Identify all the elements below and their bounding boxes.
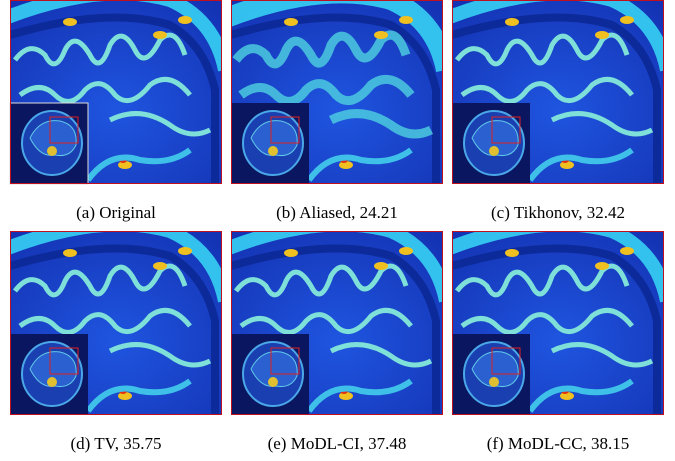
panel [442,224,667,415]
hotspot [153,262,167,270]
panel [221,0,446,184]
hotspot [505,249,519,257]
panel-caption: (a) Original [76,203,156,222]
panel-caption: (c) Tikhonov, 32.42 [491,203,625,222]
inset-ventricle [47,377,57,387]
hotspot [620,247,634,255]
panel-caption: (b) Aliased, 24.21 [276,203,398,222]
panel-caption: (d) TV, 35.75 [71,434,162,453]
inset-ventricle [489,146,499,156]
hotspot [595,262,609,270]
inset-ventricle [268,146,278,156]
panel [0,224,225,415]
panel-caption: (f) MoDL-CC, 38.15 [487,434,630,453]
panel [221,224,446,415]
hotspot [284,18,298,26]
hotspot [620,16,634,24]
panel [442,0,667,184]
hotspot [284,249,298,257]
figure: (a) Original (b) Aliased, 24.21 (c) Tikhon… [0,0,675,461]
hotspot [63,18,77,26]
panel [0,0,225,184]
hotspot [505,18,519,26]
inset-ventricle [47,146,57,156]
inset [10,103,88,184]
inset [231,103,309,184]
inset [231,334,309,415]
inset-ventricle [268,377,278,387]
panel-caption: (e) MoDL-CI, 37.48 [268,434,407,453]
inset [10,334,88,415]
hotspot [63,249,77,257]
hotspot [399,247,413,255]
hotspot [153,31,167,39]
hotspot [178,247,192,255]
hotspot [399,16,413,24]
inset-ventricle [489,377,499,387]
hotspot [374,262,388,270]
hotspot [374,31,388,39]
hotspot [178,16,192,24]
hotspot [595,31,609,39]
inset [452,334,530,415]
inset [452,103,530,184]
